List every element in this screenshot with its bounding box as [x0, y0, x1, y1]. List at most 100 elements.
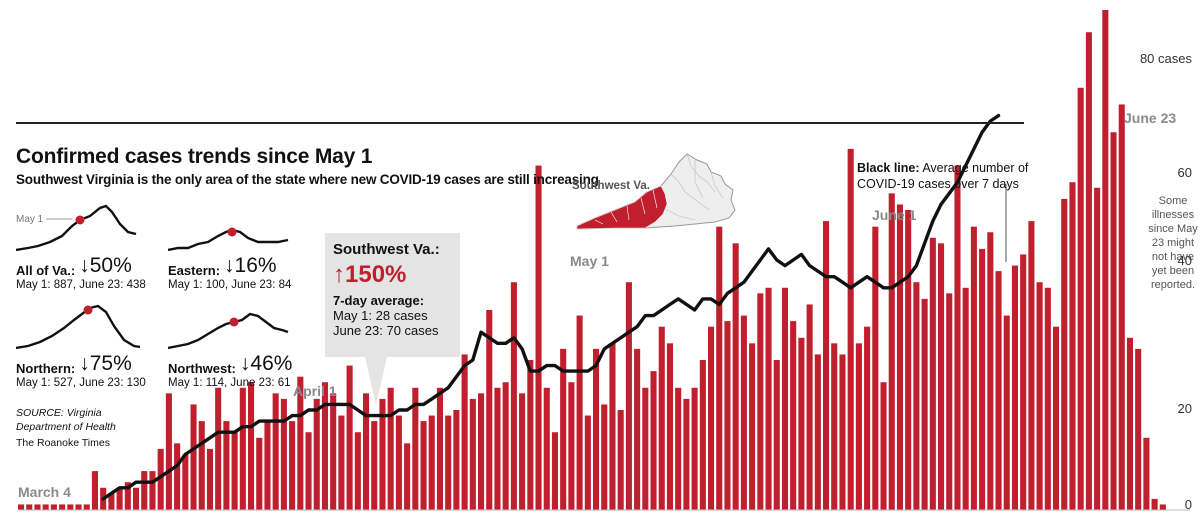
- map-label: Southwest Va.: [572, 180, 650, 192]
- mini-dot: [227, 227, 237, 237]
- bar: [313, 398, 320, 510]
- mini-detail: May 1: 114, June 23: 61: [168, 377, 291, 389]
- bar: [42, 504, 49, 510]
- mini-eastern-sparkline: [168, 227, 289, 252]
- bar: [256, 437, 263, 510]
- bar: [116, 487, 123, 510]
- bar: [34, 504, 41, 510]
- bar: [691, 387, 698, 510]
- mini-dot: [75, 215, 85, 225]
- bar: [133, 487, 140, 510]
- bar: [1126, 337, 1134, 510]
- bar: [658, 326, 665, 510]
- bar: [617, 410, 624, 510]
- bar: [568, 382, 575, 510]
- callout-line-2: June 23: 70 cases: [333, 323, 439, 338]
- footnote: Some illnesses since May 23 might not ha…: [1148, 195, 1198, 291]
- bar: [970, 226, 977, 511]
- callout-pct-value: 150%: [345, 261, 407, 288]
- bar: [502, 382, 509, 510]
- bar: [601, 404, 608, 510]
- bar: [272, 393, 279, 510]
- bar: [962, 287, 969, 510]
- bar: [83, 504, 90, 510]
- mini-pct-value: 75%: [89, 352, 132, 375]
- bar: [896, 204, 904, 510]
- mini-line: [16, 204, 137, 252]
- mini-all-virginia-sparkline: May 1: [16, 204, 137, 252]
- bar: [880, 382, 887, 510]
- bar: [149, 471, 156, 510]
- mini-northern-sparkline: [16, 304, 141, 350]
- mini-northern: Northern: ↓75% May 1: 527, June 23: 130: [16, 300, 151, 389]
- bar: [814, 354, 821, 510]
- bar: [724, 321, 731, 510]
- bar: [346, 365, 353, 510]
- bar: [18, 504, 25, 510]
- bar: [321, 382, 329, 510]
- label-april-1: April 1: [293, 383, 337, 399]
- bar: [248, 382, 255, 510]
- bar: [1061, 198, 1068, 510]
- bar: [584, 415, 591, 510]
- bar: [519, 393, 526, 510]
- bar: [379, 398, 386, 510]
- label-june-1: June 1: [872, 207, 917, 223]
- bar: [453, 410, 460, 510]
- mini-pct: ↓16%: [224, 254, 277, 278]
- mini-pct: ↓50%: [79, 254, 132, 278]
- bar: [1159, 504, 1166, 510]
- bar: [1036, 282, 1043, 510]
- mini-pct: ↓46%: [240, 352, 293, 376]
- bar: [831, 343, 838, 510]
- bar: [1028, 221, 1035, 511]
- bar: [420, 421, 427, 510]
- bar: [740, 315, 747, 510]
- bar: [666, 343, 674, 510]
- bar: [363, 393, 370, 510]
- bar: [289, 421, 296, 510]
- bar: [1011, 265, 1019, 510]
- label-may-1: May 1: [570, 253, 609, 269]
- bar: [946, 293, 953, 510]
- bar: [354, 432, 361, 510]
- bar: [91, 471, 99, 510]
- county-lines: [644, 153, 724, 221]
- bar: [50, 504, 57, 510]
- label-june-23: June 23: [1124, 110, 1177, 126]
- bar: [781, 287, 789, 510]
- publisher: The Roanoke Times: [16, 437, 110, 449]
- southwest-region: [576, 185, 668, 230]
- bar: [855, 343, 862, 510]
- bar: [182, 454, 189, 510]
- callout-sub: 7-day average:: [333, 293, 425, 308]
- bar: [683, 398, 690, 510]
- bar: [206, 448, 214, 510]
- ytick-60: 60: [1177, 165, 1192, 180]
- bar: [330, 393, 337, 510]
- mini-pct-value: 16%: [234, 254, 277, 277]
- bar: [280, 398, 287, 510]
- bar: [26, 504, 33, 510]
- ytick-0: 0: [1184, 497, 1192, 512]
- bar: [510, 282, 517, 510]
- bar: [634, 348, 641, 510]
- bar: [198, 421, 205, 510]
- bar: [929, 237, 936, 510]
- bar: [1085, 32, 1092, 510]
- bar: [1118, 104, 1125, 510]
- bar: [486, 310, 493, 510]
- bar: [979, 248, 986, 510]
- bar: [124, 482, 131, 510]
- black-line-note-rest1: Average number of: [919, 161, 1029, 175]
- bar: [576, 315, 583, 510]
- mini-line: [168, 312, 289, 350]
- bar: [223, 421, 230, 510]
- mini-dot: [229, 317, 239, 327]
- mini-pct: ↓75%: [79, 352, 132, 376]
- bar: [699, 360, 706, 510]
- bar: [954, 165, 961, 510]
- bar: [535, 165, 542, 510]
- black-line-note-rest2: COVID-19 cases over 7 days: [857, 177, 1019, 191]
- bar: [773, 360, 780, 510]
